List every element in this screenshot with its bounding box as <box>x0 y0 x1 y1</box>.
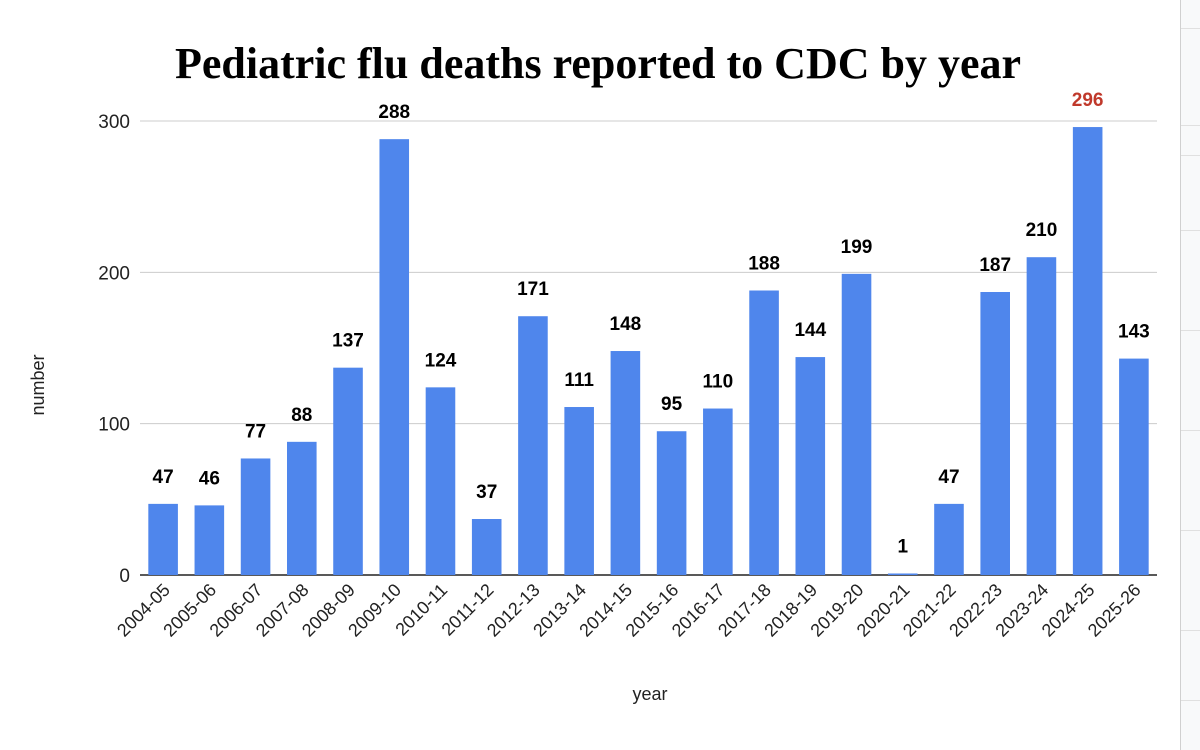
data-label: 47 <box>938 467 959 488</box>
data-label: 148 <box>610 314 642 335</box>
sheet-row-line <box>1181 430 1200 431</box>
bar <box>980 292 1010 575</box>
bar <box>287 441 317 575</box>
y-tick-label: 300 <box>98 112 130 133</box>
sheet-row-line <box>1181 155 1200 156</box>
data-label: 210 <box>1026 220 1058 241</box>
bars <box>148 127 1149 575</box>
data-labels: 47 46 77 88 137 288 124 37 171 111 148 95 110 188 144 1… <box>153 90 1150 557</box>
bar <box>656 431 687 575</box>
data-label: 77 <box>245 421 266 442</box>
data-label: 143 <box>1118 322 1150 343</box>
bar <box>564 407 594 575</box>
bar <box>194 505 225 575</box>
bar <box>795 357 826 575</box>
y-axis-label: number <box>28 354 48 415</box>
x-axis-label: year <box>632 684 667 704</box>
chart-title: Pediatric flu deaths reported to CDC by … <box>175 39 1021 88</box>
data-label: 110 <box>703 372 734 393</box>
bar <box>333 367 363 575</box>
data-label: 171 <box>517 279 549 300</box>
data-label: 188 <box>748 253 780 274</box>
data-label: 46 <box>199 468 220 489</box>
sheet-row-line <box>1181 230 1200 231</box>
bar <box>240 458 271 575</box>
data-label: 144 <box>794 320 826 341</box>
bar <box>518 316 548 575</box>
data-label: 88 <box>291 405 312 426</box>
sheet-row-line <box>1181 630 1200 631</box>
y-tick-label: 200 <box>98 263 130 284</box>
bar <box>425 387 456 575</box>
y-axis-ticks: 0 100 200 300 <box>98 112 130 587</box>
data-label-highlight: 296 <box>1072 90 1104 111</box>
sheet-row-line <box>1181 330 1200 331</box>
bar <box>841 273 872 575</box>
data-label: 95 <box>661 394 683 415</box>
bar <box>934 503 964 575</box>
data-label: 288 <box>378 102 410 123</box>
spreadsheet-edge <box>1180 0 1200 750</box>
sheet-row-line <box>1181 28 1200 29</box>
y-tick-label: 0 <box>119 566 130 587</box>
bar <box>887 573 918 575</box>
bar <box>471 519 502 575</box>
y-tick-label: 100 <box>98 415 130 436</box>
x-axis-ticks: 2004-052005-062006-072007-082008-092009-… <box>113 580 1145 641</box>
bar <box>703 408 733 575</box>
bar <box>1119 358 1149 575</box>
bar <box>379 139 410 575</box>
sheet-row-line <box>1181 125 1200 126</box>
bar <box>610 351 641 575</box>
data-label: 137 <box>332 331 364 352</box>
data-label: 124 <box>425 350 457 371</box>
sheet-row-line <box>1181 530 1200 531</box>
data-label: 37 <box>476 482 497 503</box>
bar <box>749 290 779 575</box>
bar <box>148 503 178 575</box>
bar <box>1072 127 1103 575</box>
bar <box>1026 257 1057 575</box>
data-label: 187 <box>979 255 1011 276</box>
data-label: 47 <box>153 467 174 488</box>
data-label: 199 <box>841 237 873 258</box>
data-label: 111 <box>564 370 594 391</box>
data-label: 1 <box>897 536 908 557</box>
sheet-row-line <box>1181 700 1200 701</box>
